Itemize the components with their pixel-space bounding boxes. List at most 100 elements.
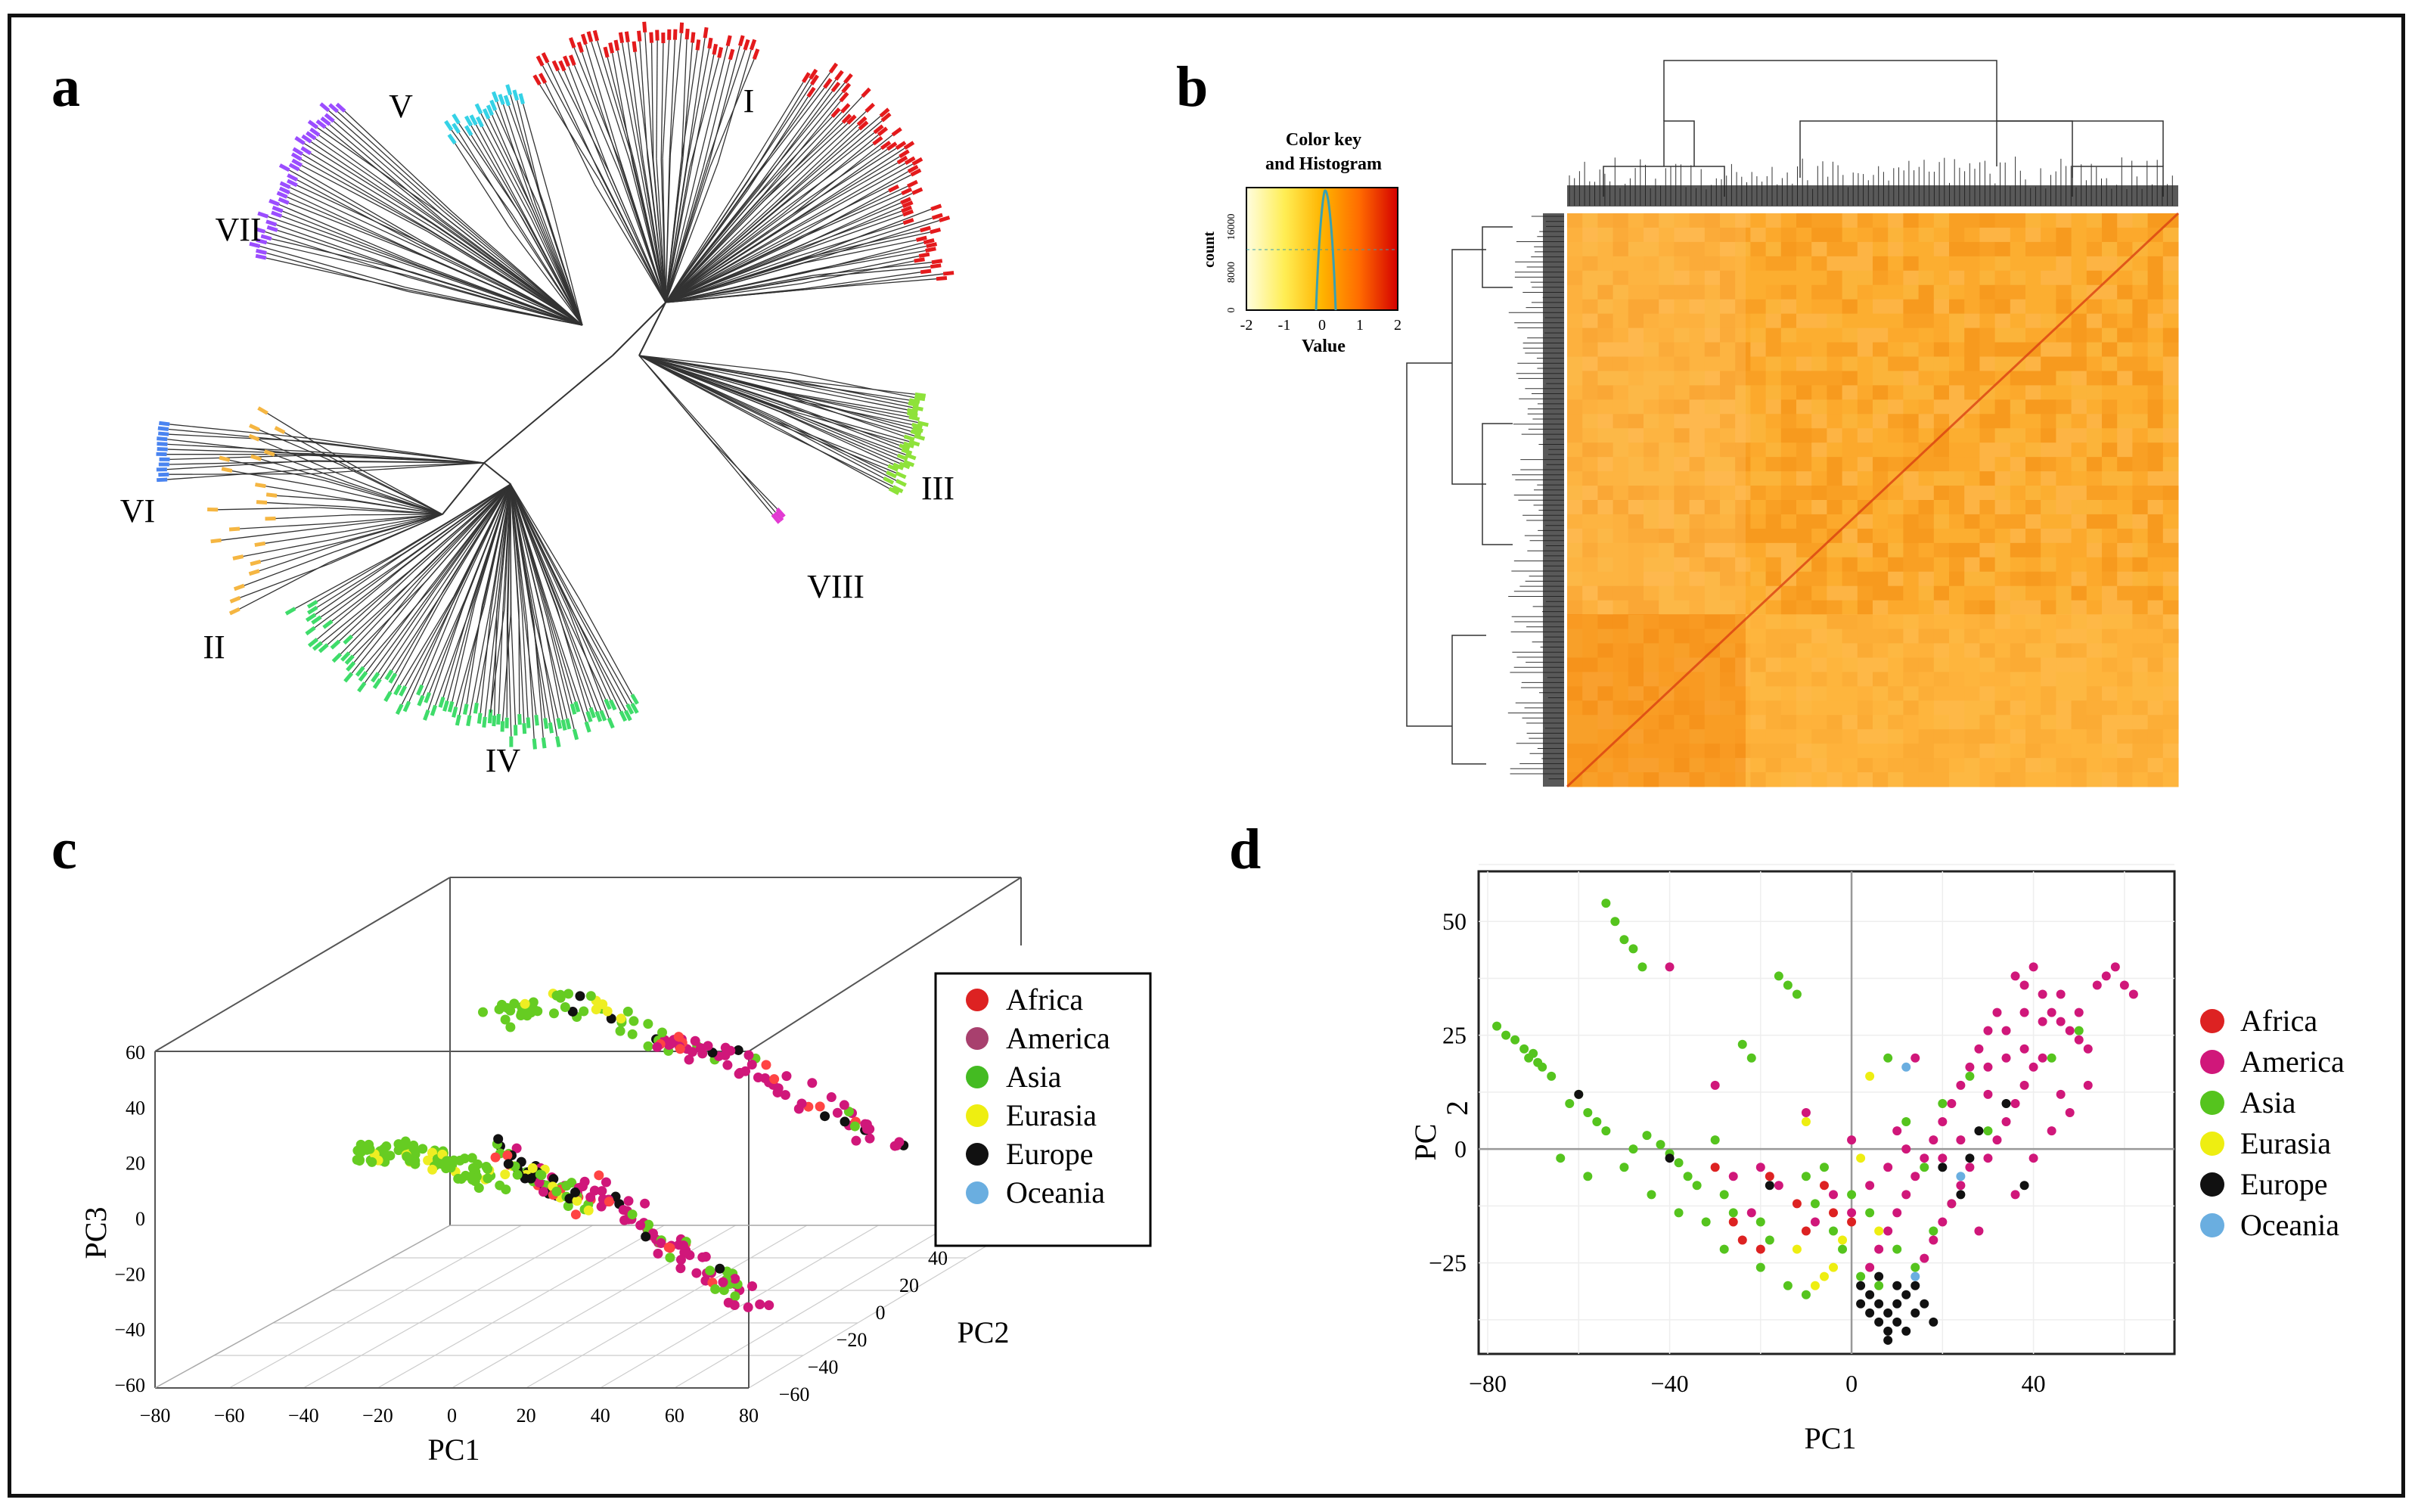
tree-branch bbox=[498, 94, 505, 105]
heatmap-cell bbox=[2147, 356, 2164, 371]
tree-branch bbox=[639, 41, 648, 159]
heatmap-cell bbox=[1720, 514, 1736, 529]
heatmap-cell bbox=[2162, 299, 2179, 315]
c-point bbox=[461, 1170, 471, 1181]
tree-branch bbox=[221, 527, 321, 541]
tree-branch bbox=[510, 483, 528, 624]
tree-branch bbox=[483, 355, 613, 464]
heatmap-cell bbox=[1674, 514, 1690, 529]
dendro-link bbox=[1603, 166, 1725, 197]
heatmap-cell bbox=[1811, 256, 1827, 272]
heatmap-cell bbox=[1796, 528, 1812, 544]
heatmap-cell bbox=[1567, 500, 1583, 515]
heatmap-cell bbox=[1674, 385, 1690, 400]
heatmap-cell bbox=[2086, 457, 2103, 472]
d-point-asia bbox=[1642, 1131, 1652, 1141]
d-point-eurasia bbox=[1810, 1281, 1820, 1290]
tree-branch bbox=[502, 483, 511, 610]
heatmap-cell bbox=[1796, 227, 1812, 243]
d-point-asia bbox=[1801, 1172, 1811, 1181]
heatmap-cell bbox=[1964, 256, 1980, 272]
heatmap-cell bbox=[1659, 241, 1675, 257]
tree-branch bbox=[858, 120, 869, 131]
d-point-america bbox=[1774, 1181, 1783, 1191]
tree-branch bbox=[572, 728, 579, 740]
c-x-tick: 60 bbox=[665, 1405, 684, 1427]
heatmap-cell bbox=[1597, 528, 1614, 544]
heatmap-cell bbox=[1918, 600, 1935, 616]
heatmap-cell bbox=[2056, 256, 2072, 272]
heatmap-cell bbox=[1842, 284, 1858, 300]
tree-branch bbox=[912, 426, 923, 433]
tree-branch bbox=[665, 161, 700, 303]
heatmap-cell bbox=[1903, 500, 1920, 515]
d-point-europe bbox=[1883, 1335, 1893, 1345]
d-point-america bbox=[1938, 1153, 1948, 1163]
tree-branch bbox=[665, 201, 763, 303]
heatmap-cell bbox=[1780, 385, 1797, 400]
heatmap-cell bbox=[2041, 414, 2056, 429]
tree-branch bbox=[712, 43, 719, 55]
tree-branch bbox=[393, 684, 402, 696]
heatmap-cell bbox=[1750, 328, 1767, 343]
heatmap-cell bbox=[1827, 241, 1843, 257]
tree-branch bbox=[892, 485, 904, 494]
heatmap-cell bbox=[2162, 414, 2179, 429]
heatmap-cell bbox=[2147, 471, 2164, 486]
tree-branch bbox=[259, 542, 343, 572]
tree-branch bbox=[498, 610, 504, 714]
d-point-america bbox=[1992, 1007, 2002, 1017]
heatmap-cell bbox=[1949, 557, 1965, 573]
heatmap-cell bbox=[1903, 284, 1920, 300]
tree-branch bbox=[512, 219, 583, 326]
c-point bbox=[563, 1201, 573, 1212]
heatmap-cell bbox=[1994, 442, 2011, 458]
heatmap-cell bbox=[1994, 457, 2011, 472]
tree-branch bbox=[169, 424, 312, 439]
d-point-europe bbox=[1883, 1308, 1893, 1318]
heatmap-cell bbox=[1857, 256, 1873, 272]
tree-branch bbox=[496, 101, 533, 203]
d-point-asia bbox=[1710, 1135, 1720, 1145]
heatmap-cell bbox=[2071, 486, 2087, 501]
tree-branch bbox=[333, 120, 442, 215]
heatmap-cell bbox=[1674, 428, 1690, 443]
tree-branch bbox=[810, 74, 819, 85]
heatmap-cell bbox=[1750, 557, 1767, 573]
heatmap-cell bbox=[1582, 542, 1598, 558]
c-legend-label-africa: Africa bbox=[1006, 983, 1083, 1017]
heatmap-cell bbox=[2147, 486, 2164, 501]
heatmap-cell bbox=[1582, 270, 1598, 286]
tree-branch bbox=[484, 612, 498, 717]
tree-branch bbox=[494, 611, 498, 716]
heatmap-cell bbox=[2010, 241, 2026, 257]
heatmap-cell bbox=[2056, 356, 2072, 371]
heatmap-cell bbox=[1811, 385, 1827, 400]
heatmap-cell bbox=[1704, 585, 1721, 601]
tree-branch bbox=[907, 179, 918, 188]
c-x-tick: 80 bbox=[739, 1405, 759, 1427]
d-x-tick: −80 bbox=[1469, 1370, 1507, 1397]
heatmap-cell bbox=[2117, 471, 2133, 486]
heatmap-cell bbox=[2132, 270, 2149, 286]
heatmap-cell bbox=[2132, 328, 2149, 343]
key-title-2: and Histogram bbox=[1265, 154, 1382, 174]
heatmap-cell bbox=[1644, 428, 1659, 443]
dendro-link bbox=[1482, 226, 1513, 288]
d-point-asia bbox=[1601, 899, 1611, 908]
d-legend-marker bbox=[2200, 1050, 2224, 1074]
heatmap-cell bbox=[1888, 399, 1904, 414]
tree-branch bbox=[830, 107, 841, 118]
heatmap-cell bbox=[1842, 328, 1858, 343]
d-point-america bbox=[2028, 1153, 2038, 1163]
tree-branch bbox=[665, 262, 805, 303]
tree-branch bbox=[791, 379, 916, 395]
heatmap-cell bbox=[1903, 256, 1920, 272]
heatmap-cell bbox=[1750, 542, 1767, 558]
heatmap-cell bbox=[1720, 399, 1736, 414]
tree-branch bbox=[351, 585, 423, 674]
heatmap-cell bbox=[1735, 227, 1751, 243]
heatmap-cell bbox=[2025, 270, 2041, 286]
heatmap-cell bbox=[2102, 585, 2118, 601]
